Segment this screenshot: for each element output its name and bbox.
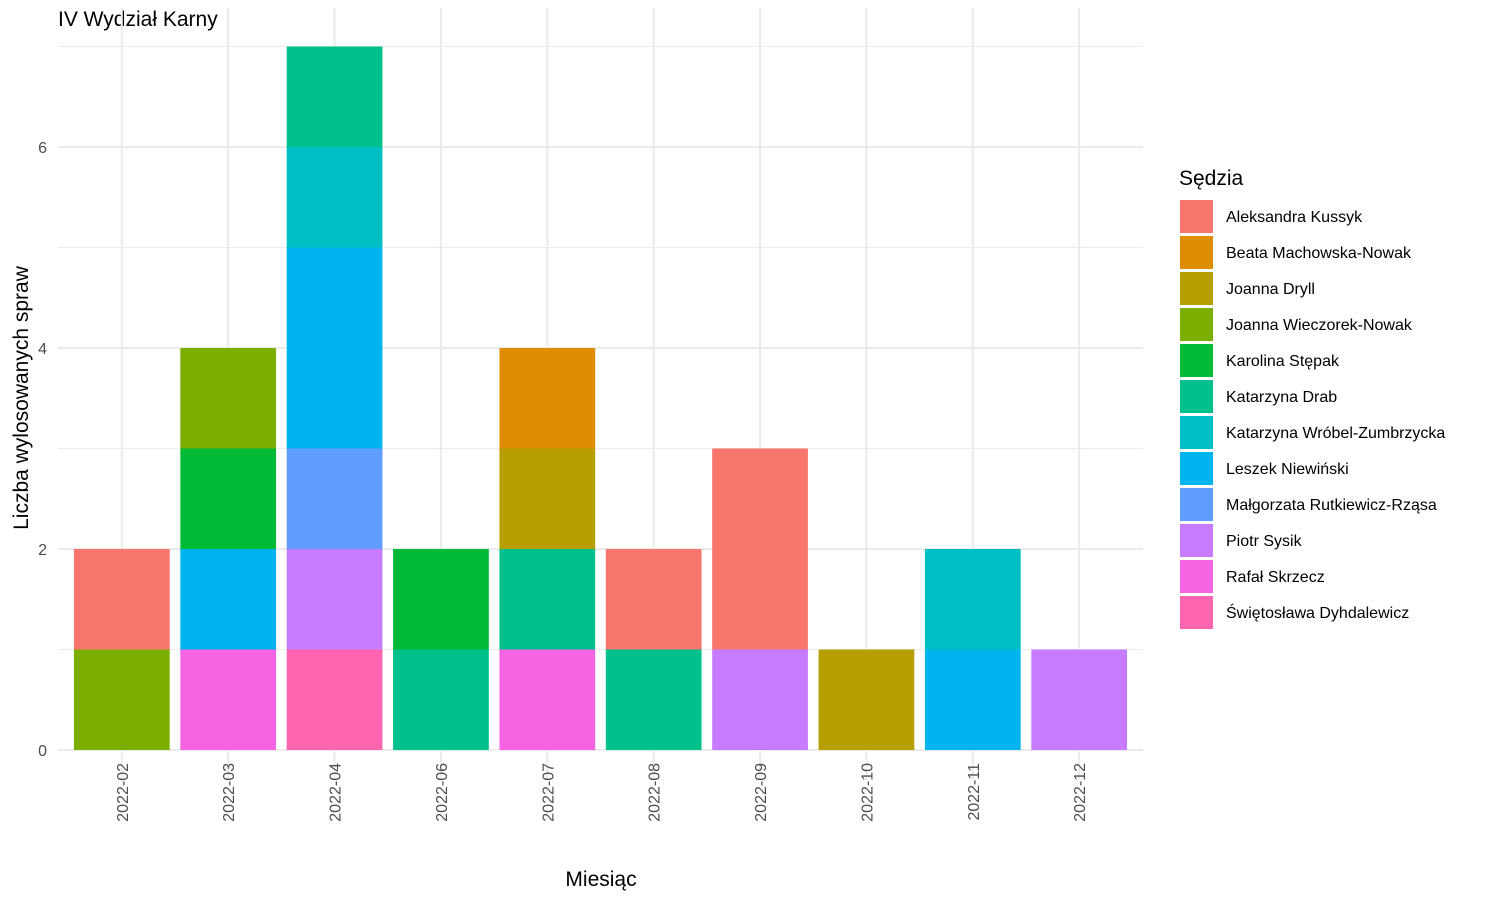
x-axis-ticks: 2022-02 2022-03 2022-04 2022-06 2022-07 2022-… xyxy=(115,763,1089,822)
legend-key xyxy=(1180,596,1213,629)
x-tick-label: 2022-10 xyxy=(859,763,876,822)
bar-segment xyxy=(818,649,915,750)
bar-segment xyxy=(605,649,702,750)
bar-segment xyxy=(73,649,170,750)
legend-key xyxy=(1180,560,1213,593)
y-tick-label: 0 xyxy=(38,743,47,760)
bar-segment xyxy=(180,448,277,549)
bar-segment xyxy=(499,348,596,449)
legend-label: Rafał Skrzecz xyxy=(1226,569,1325,586)
bars xyxy=(73,46,1128,750)
bar-segment xyxy=(499,448,596,549)
legend-key xyxy=(1180,308,1213,341)
x-tick-label: 2022-12 xyxy=(1072,763,1089,822)
x-tick-label: 2022-09 xyxy=(753,763,770,822)
bar-segment xyxy=(499,549,596,650)
legend-key xyxy=(1180,524,1213,557)
legend-label: Katarzyna Wróbel-Zumbrzycka xyxy=(1226,425,1445,442)
x-axis-title: Miesiąc xyxy=(565,868,636,891)
bar-segment xyxy=(712,448,808,650)
legend-key xyxy=(1180,380,1213,413)
bar-segment xyxy=(180,549,277,650)
legend-label: Świętosława Dyhdalewicz xyxy=(1226,603,1409,622)
legend-key xyxy=(1180,488,1213,521)
x-tick-label: 2022-11 xyxy=(966,763,983,821)
bar-segment xyxy=(286,649,383,750)
bar-segment xyxy=(286,46,383,147)
legend-key xyxy=(1180,272,1213,305)
legend-label: Beata Machowska-Nowak xyxy=(1226,245,1412,262)
bar-segment xyxy=(712,649,808,750)
legend-label: Joanna Wieczorek-Nowak xyxy=(1226,317,1413,334)
y-tick-label: 6 xyxy=(38,140,47,157)
bar-segment xyxy=(499,649,596,750)
bar-segment xyxy=(393,549,489,650)
bar-segment xyxy=(180,649,277,750)
x-tick-label: 2022-02 xyxy=(115,763,132,822)
legend-label: Aleksandra Kussyk xyxy=(1226,209,1363,226)
x-tick-label: 2022-06 xyxy=(434,763,451,822)
y-tick-label: 4 xyxy=(38,341,47,358)
y-tick-label: 2 xyxy=(38,542,47,559)
bar-segment xyxy=(605,549,702,650)
bar-segment xyxy=(286,247,383,449)
bar-segment xyxy=(180,348,277,449)
x-tick-label: 2022-03 xyxy=(221,763,238,822)
x-tick-label: 2022-07 xyxy=(540,763,557,822)
legend-title: Sędzia xyxy=(1179,167,1244,190)
legend-key xyxy=(1180,344,1213,377)
bar-segment xyxy=(924,549,1021,650)
legend-key xyxy=(1180,452,1213,485)
legend-label: Karolina Stępak xyxy=(1226,353,1340,370)
x-tick-label: 2022-04 xyxy=(328,763,345,822)
legend-key xyxy=(1180,200,1213,233)
y-axis-ticks: 0 2 4 6 xyxy=(38,140,47,760)
bar-segment xyxy=(286,448,383,549)
bar-segment xyxy=(286,549,383,650)
legend-key xyxy=(1180,416,1213,449)
bar-segment xyxy=(286,147,383,248)
legend: Sędzia Aleksandra Kussyk Beata Machowska-… xyxy=(1179,167,1445,629)
legend-label: Leszek Niewiński xyxy=(1226,461,1349,478)
legend-label: Katarzyna Drab xyxy=(1226,389,1337,406)
legend-label: Piotr Sysik xyxy=(1226,533,1303,550)
bar-segment xyxy=(924,649,1021,750)
y-axis-title: Liczba wylosowanych spraw xyxy=(10,265,33,530)
bar-segment xyxy=(1031,649,1128,750)
bar-segment xyxy=(393,649,489,750)
legend-key xyxy=(1180,236,1213,269)
legend-label: Małgorzata Rutkiewicz-Rząsa xyxy=(1226,497,1437,514)
legend-label: Joanna Dryll xyxy=(1226,281,1315,298)
x-tick-label: 2022-08 xyxy=(647,763,664,822)
bar-segment xyxy=(73,549,170,650)
chart-title: IV Wydział Karny xyxy=(58,8,218,31)
